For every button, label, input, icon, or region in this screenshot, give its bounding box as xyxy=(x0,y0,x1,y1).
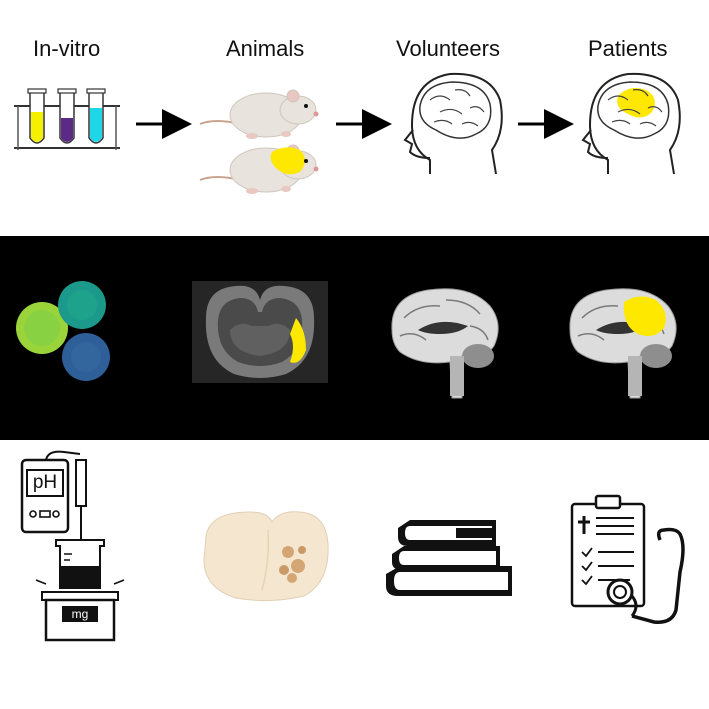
stage-label-in-vitro: In-vitro xyxy=(33,36,101,61)
ph-meter-label: pH xyxy=(32,472,58,493)
head-brain-icon xyxy=(403,72,503,175)
phantom-image xyxy=(16,281,110,381)
human-brain-activation-image xyxy=(569,288,677,399)
stage-label-animals: Animals xyxy=(226,36,305,61)
mouse-brain-mri-image xyxy=(192,281,328,383)
clipboard-stethoscope-icon xyxy=(570,494,685,624)
mouse-activation-icon xyxy=(199,144,319,194)
beaker-scale-icon xyxy=(35,539,125,642)
histology-slice-image xyxy=(203,511,329,602)
books-icon xyxy=(386,520,512,596)
head-brain-activation-icon xyxy=(581,72,681,175)
ph-meter-icon xyxy=(20,450,87,548)
test-tubes-icon xyxy=(14,88,120,150)
stage-label-patients: Patients xyxy=(588,36,668,61)
mouse-icon xyxy=(199,89,319,139)
scale-display-label: mg xyxy=(71,607,89,621)
stage-label-volunteers: Volunteers xyxy=(396,36,500,61)
human-brain-mri-image xyxy=(391,288,499,399)
